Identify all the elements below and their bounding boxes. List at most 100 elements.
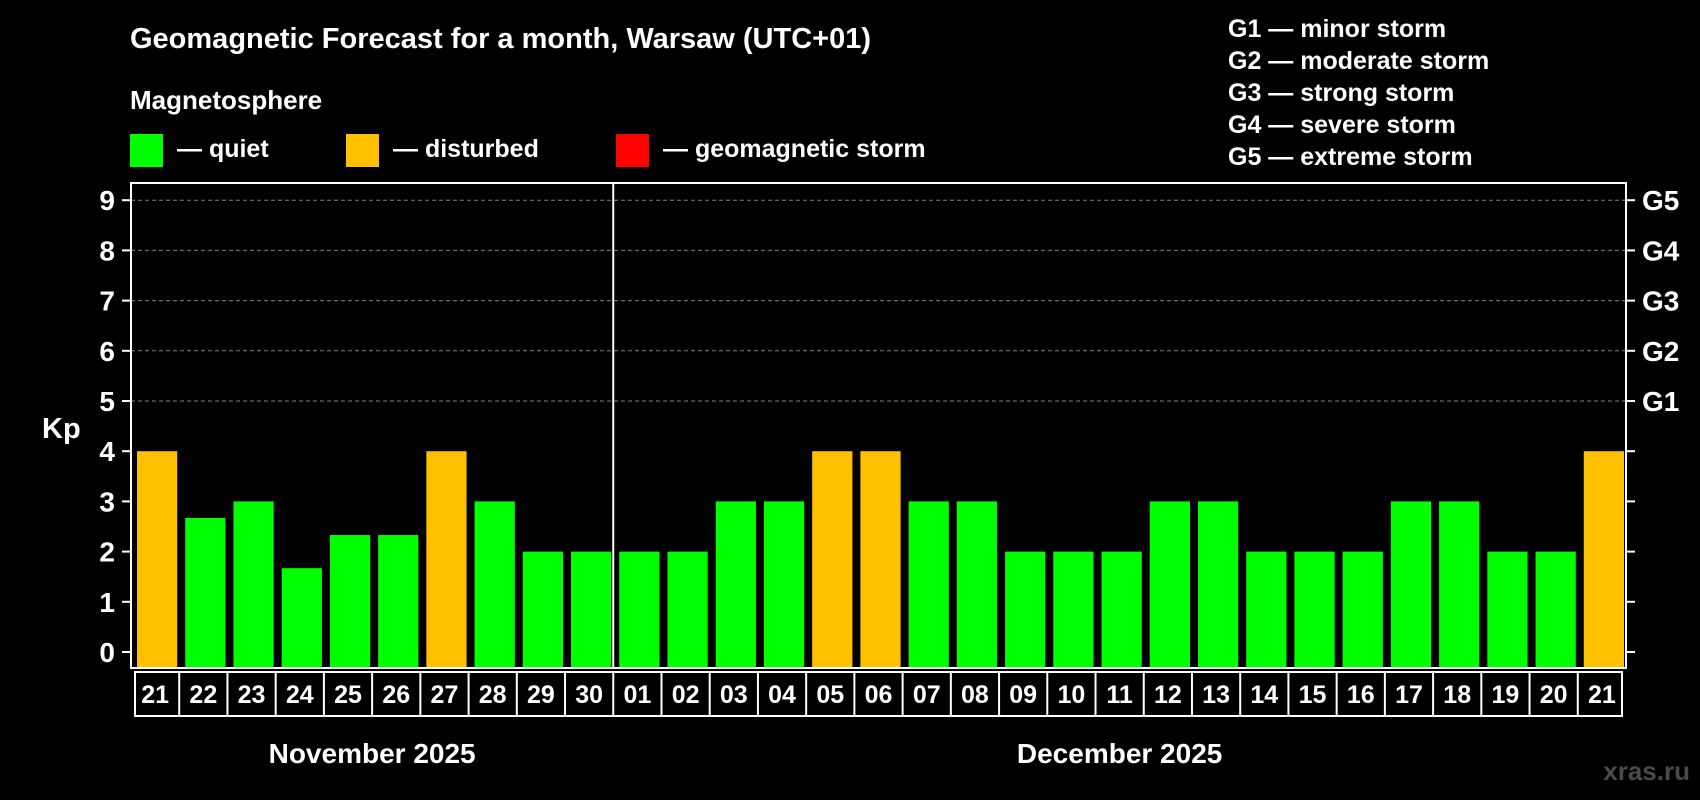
date-label-25: 16 bbox=[1347, 681, 1375, 709]
date-label-20: 11 bbox=[1106, 681, 1133, 709]
month-label-0: November 2025 bbox=[269, 738, 476, 769]
bar-24 bbox=[1294, 551, 1335, 668]
legend-swatch-disturbed bbox=[346, 134, 379, 167]
bar-12 bbox=[715, 501, 756, 668]
bar-30 bbox=[1583, 451, 1624, 668]
y-tick-label-2: 2 bbox=[99, 537, 115, 568]
bar-27 bbox=[1439, 501, 1480, 668]
storm-scale-g2: G2 — moderate storm bbox=[1228, 47, 1489, 75]
y-tick-label-4: 4 bbox=[99, 436, 115, 467]
y-tick-label-3: 3 bbox=[99, 486, 115, 517]
bar-25 bbox=[1342, 551, 1383, 668]
date-label-26: 17 bbox=[1395, 681, 1423, 709]
date-label-24: 15 bbox=[1299, 681, 1327, 709]
legend-label-storm: — geomagnetic storm bbox=[663, 135, 926, 163]
y-tick-label-0: 0 bbox=[99, 637, 115, 668]
date-row-frame bbox=[134, 671, 1623, 717]
date-label-28: 19 bbox=[1492, 681, 1520, 709]
y-tick-label-7: 7 bbox=[99, 286, 115, 317]
bar-0 bbox=[137, 451, 178, 668]
right-label-g5: G5 bbox=[1642, 185, 1679, 216]
y-tick-label-6: 6 bbox=[99, 336, 115, 367]
right-label-g4: G4 bbox=[1642, 235, 1680, 266]
legend-label-quiet: — quiet bbox=[177, 135, 269, 163]
date-label-6: 27 bbox=[431, 681, 459, 709]
date-label-1: 22 bbox=[189, 681, 217, 709]
bar-4 bbox=[329, 535, 371, 668]
right-label-g3: G3 bbox=[1642, 286, 1679, 317]
date-label-3: 24 bbox=[286, 681, 314, 709]
y-tick-label-9: 9 bbox=[99, 185, 115, 216]
watermark: xras.ru bbox=[1603, 756, 1690, 786]
bar-13 bbox=[763, 501, 805, 668]
bar-7 bbox=[474, 501, 515, 668]
y-axis-label: Kp bbox=[42, 413, 81, 445]
y-tick-label-8: 8 bbox=[99, 235, 115, 266]
date-axis: 21 22 23 24 25 26 27 28 29 30 01 02 03 04 05 06 07 08 09 10… bbox=[134, 671, 1623, 769]
bar-3 bbox=[281, 568, 322, 668]
storm-scale-g5: G5 — extreme storm bbox=[1228, 143, 1473, 171]
bar-28 bbox=[1487, 551, 1528, 668]
bar-17 bbox=[956, 501, 998, 668]
date-label-12: 03 bbox=[720, 681, 748, 709]
date-label-23: 14 bbox=[1250, 681, 1278, 709]
bar-2 bbox=[233, 501, 274, 668]
bar-22 bbox=[1197, 501, 1239, 668]
date-label-5: 26 bbox=[382, 681, 410, 709]
bar-14 bbox=[812, 451, 853, 668]
date-label-4: 25 bbox=[334, 681, 362, 709]
date-label-15: 06 bbox=[865, 681, 893, 709]
right-label-g1: G1 bbox=[1642, 386, 1679, 417]
date-label-14: 05 bbox=[816, 681, 844, 709]
bar-8 bbox=[522, 551, 564, 668]
bars bbox=[137, 451, 1624, 668]
storm-scale-g1: G1 — minor storm bbox=[1228, 15, 1446, 43]
bar-18 bbox=[1005, 551, 1046, 668]
legend-swatch-quiet bbox=[130, 134, 163, 167]
bar-10 bbox=[619, 551, 660, 668]
date-label-27: 18 bbox=[1443, 681, 1471, 709]
bar-11 bbox=[667, 551, 708, 668]
y-tick-label-5: 5 bbox=[99, 386, 115, 417]
date-label-16: 07 bbox=[913, 681, 941, 709]
date-label-22: 13 bbox=[1202, 681, 1230, 709]
date-label-18: 09 bbox=[1009, 681, 1037, 709]
date-label-17: 08 bbox=[961, 681, 989, 709]
date-label-7: 28 bbox=[479, 681, 507, 709]
month-label-1: December 2025 bbox=[1017, 738, 1222, 769]
storm-scale: G1 — minor storm G2 — moderate storm G3 … bbox=[1228, 15, 1489, 171]
date-label-21: 12 bbox=[1154, 681, 1182, 709]
bar-9 bbox=[571, 551, 612, 668]
legend-label-disturbed: — disturbed bbox=[393, 135, 539, 163]
date-label-13: 04 bbox=[768, 681, 796, 709]
storm-scale-g3: G3 — strong storm bbox=[1228, 79, 1454, 107]
legend-heading: Magnetosphere bbox=[130, 85, 322, 115]
bar-21 bbox=[1149, 501, 1190, 668]
chart-title: Geomagnetic Forecast for a month, Warsaw… bbox=[130, 23, 871, 55]
date-label-30: 21 bbox=[1588, 681, 1616, 709]
date-label-9: 30 bbox=[575, 681, 603, 709]
bar-1 bbox=[185, 517, 226, 668]
bar-19 bbox=[1053, 551, 1094, 668]
date-label-2: 23 bbox=[238, 681, 266, 709]
bar-29 bbox=[1535, 551, 1576, 668]
grid bbox=[131, 199, 1626, 402]
date-label-11: 02 bbox=[672, 681, 700, 709]
date-label-19: 10 bbox=[1057, 681, 1085, 709]
bar-26 bbox=[1390, 501, 1432, 668]
bar-16 bbox=[908, 501, 949, 668]
legend: — quiet — disturbed — geomagnetic storm bbox=[130, 134, 926, 167]
bar-20 bbox=[1101, 551, 1142, 668]
right-label-g2: G2 bbox=[1642, 336, 1679, 367]
plot-frame bbox=[130, 182, 1627, 669]
legend-swatch-storm bbox=[616, 134, 649, 167]
date-label-10: 01 bbox=[623, 681, 651, 709]
date-label-8: 29 bbox=[527, 681, 555, 709]
bar-15 bbox=[860, 451, 901, 668]
y-tick-label-1: 1 bbox=[99, 587, 115, 618]
storm-scale-g4: G4 — severe storm bbox=[1228, 111, 1456, 139]
date-label-0: 21 bbox=[141, 681, 169, 709]
bar-5 bbox=[378, 535, 419, 668]
axes: 0 1 2 3 4 5 6 7 8 9 G1 G2 G3 G4 G5 bbox=[99, 182, 1680, 669]
